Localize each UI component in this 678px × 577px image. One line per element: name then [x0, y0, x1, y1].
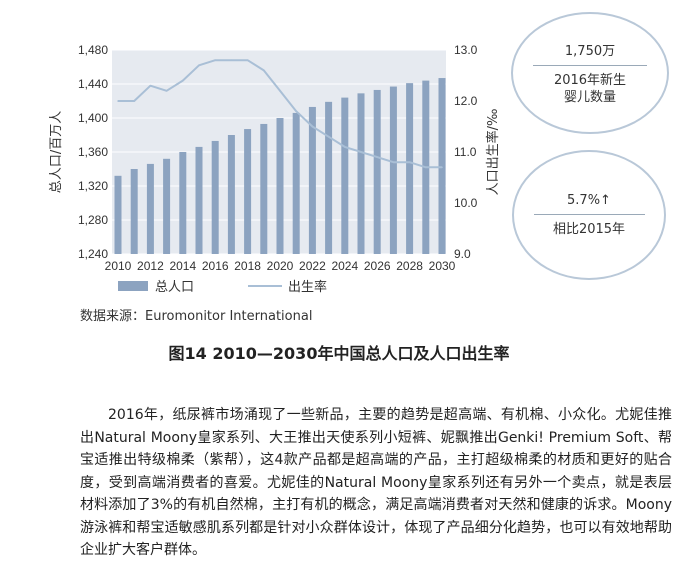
figure-caption: 图14 2010—2030年中国总人口及人口出生率	[168, 344, 510, 363]
birthrate-point-2023	[327, 135, 330, 138]
legend-label-birthrate: 出生率	[288, 279, 327, 295]
x-tick-label-2028: 2028	[396, 259, 423, 273]
birthrate-point-2018	[246, 59, 249, 61]
left-axis-ticks: 1,240 1,280 1,320 1,360 1,400 1,440 1,480	[78, 43, 108, 261]
left-tick-label-0: 1,240	[78, 247, 108, 261]
left-tick-label-2: 1,320	[78, 179, 108, 193]
population-bar-2022	[308, 106, 316, 254]
birthrate-point-2011	[133, 100, 135, 102]
population-bar-2028	[406, 83, 414, 255]
growth-callout: 5.7%↑ 相比2015年	[512, 150, 666, 280]
population-bar-2021	[292, 112, 300, 255]
left-axis-title: 总人口/百万人	[49, 111, 64, 193]
left-tick-label-1: 1,280	[78, 213, 108, 227]
birthrate-point-2010	[117, 100, 119, 102]
births-divider	[533, 65, 647, 66]
population-bar-2012	[146, 163, 154, 254]
births-label-line-2: 婴儿数量	[563, 90, 616, 105]
population-bar-2026	[373, 89, 381, 254]
population-bar-2018	[244, 129, 252, 254]
x-axis-ticks: 2010 2012 2014 2016 2018 2020 2022 2024 2026 2028…	[105, 259, 456, 273]
x-tick-label-2014: 2014	[169, 259, 196, 273]
population-bar-2010	[114, 175, 122, 254]
population-bar-2017	[227, 135, 235, 254]
right-tick-label-3: 12.0	[454, 94, 478, 108]
left-tick-label-5: 1,440	[78, 77, 108, 91]
growth-value: 5.7%↑	[567, 192, 611, 208]
legend-label-population: 总人口	[155, 280, 194, 295]
birthrate-point-2014	[182, 79, 184, 82]
birthrate-point-2030	[441, 166, 443, 169]
right-tick-label-1: 10.0	[454, 196, 478, 210]
left-tick-label-4: 1,400	[78, 111, 108, 125]
legend: 总人口 出生率	[118, 279, 327, 295]
birthrate-point-2025	[360, 151, 362, 153]
population-bar-2020	[276, 118, 284, 254]
growth-divider	[533, 213, 645, 215]
x-tick-label-2022: 2022	[299, 259, 326, 273]
left-tick-label-6: 1,480	[78, 43, 108, 57]
birthrate-point-2015	[198, 64, 200, 67]
population-bar-2011	[130, 169, 138, 254]
x-tick-label-2020: 2020	[267, 259, 294, 273]
birthrate-point-2017	[230, 59, 233, 61]
birthrate-point-2019	[263, 69, 265, 72]
population-bar-2024	[341, 97, 349, 254]
population-bar-2025	[357, 93, 365, 254]
birthrate-point-2021	[295, 110, 298, 112]
body-paragraph: 2016年，纸尿裤市场涌现了一些新品，主要的趋势是超高端、有机棉、小众化。尤妮佳…	[80, 407, 672, 558]
population-bar-2014	[179, 152, 187, 254]
right-tick-label-0: 9.0	[454, 247, 471, 261]
births-callout: 1,750万 2016年新生 婴儿数量	[511, 12, 669, 134]
legend-swatch-population	[118, 281, 148, 291]
right-tick-label-4: 13.0	[454, 43, 478, 57]
births-label-line-1: 2016年新生	[553, 73, 627, 88]
birthrate-point-2012	[149, 84, 152, 87]
birthrate-point-2024	[344, 146, 346, 148]
birthrate-point-2029	[425, 166, 427, 169]
right-tick-label-2: 11.0	[454, 145, 477, 159]
growth-label: 相比2015年	[552, 221, 626, 237]
population-bar-2030	[438, 78, 446, 254]
x-tick-label-2018: 2018	[234, 259, 261, 273]
x-tick-label-2012: 2012	[137, 259, 164, 273]
x-tick-label-2026: 2026	[364, 259, 391, 273]
birthrate-point-2016	[214, 59, 216, 61]
population-bar-2013	[163, 158, 171, 254]
population-birthrate-chart: 1,240 1,280 1,320 1,360 1,400 1,440 1,480 9.0 1…	[49, 43, 501, 295]
population-bar-2016	[211, 140, 219, 254]
birthrate-point-2026	[376, 156, 379, 158]
x-tick-label-2010: 2010	[105, 259, 132, 273]
right-axis-ticks: 9.0 10.0 11.0 12.0 13.0	[454, 43, 478, 261]
birthrate-point-2013	[165, 90, 168, 92]
right-axis-title: 人口出生率/‰	[485, 109, 501, 196]
population-bar-2027	[389, 86, 397, 254]
x-tick-label-2016: 2016	[202, 259, 229, 273]
left-tick-label-3: 1,360	[78, 145, 108, 159]
birthrate-point-2028	[408, 161, 411, 163]
population-bar-2019	[260, 123, 268, 254]
x-tick-label-2030: 2030	[429, 259, 456, 273]
x-tick-label-2024: 2024	[331, 259, 358, 273]
birthrate-point-2022	[311, 125, 314, 128]
birthrate-point-2027	[392, 161, 395, 163]
birthrate-point-2020	[279, 90, 281, 92]
population-bar-2023	[325, 101, 333, 254]
births-value: 1,750万	[564, 44, 616, 59]
birthrate-line-layer	[117, 59, 443, 169]
population-bar-2015	[195, 146, 203, 254]
data-source: 数据来源：Euromonitor International	[80, 309, 313, 324]
